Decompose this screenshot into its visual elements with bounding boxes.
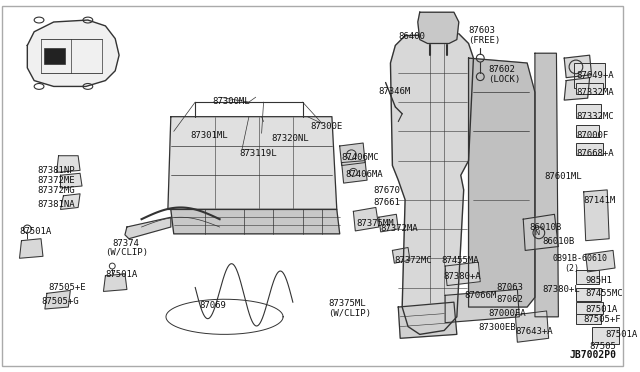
- Polygon shape: [340, 143, 365, 166]
- Text: 87668+A: 87668+A: [576, 149, 614, 158]
- Text: 87372ME: 87372ME: [37, 176, 75, 185]
- Text: (FREE): (FREE): [468, 36, 501, 45]
- Text: 87332MA: 87332MA: [576, 89, 614, 97]
- Text: 87372MA: 87372MA: [381, 224, 419, 233]
- Text: 87063: 87063: [496, 283, 523, 292]
- Bar: [576, 314, 602, 324]
- Text: 87141M: 87141M: [584, 196, 616, 205]
- Text: 87406MC: 87406MC: [342, 153, 380, 162]
- Text: 86010B: 86010B: [529, 223, 561, 232]
- Text: 87066M: 87066M: [465, 291, 497, 301]
- Text: 86010B: 86010B: [543, 237, 575, 246]
- Text: 985H1: 985H1: [586, 276, 612, 285]
- Text: 87406MA: 87406MA: [346, 170, 383, 179]
- Text: 87603: 87603: [468, 26, 495, 35]
- Text: (W/CLIP): (W/CLIP): [106, 248, 148, 257]
- Text: 87501A: 87501A: [586, 305, 618, 314]
- Text: 87661: 87661: [373, 198, 400, 207]
- Text: 87300EB: 87300EB: [478, 323, 516, 332]
- Polygon shape: [564, 55, 591, 78]
- Text: 87000F: 87000F: [576, 131, 608, 140]
- Polygon shape: [584, 190, 609, 241]
- Text: 87374: 87374: [112, 239, 139, 248]
- Bar: [576, 270, 600, 283]
- Polygon shape: [353, 208, 379, 231]
- Text: 87505+G: 87505+G: [41, 297, 79, 306]
- Text: 87346M: 87346M: [379, 87, 411, 96]
- Polygon shape: [515, 311, 548, 342]
- Text: 87380+A: 87380+A: [443, 272, 481, 281]
- Polygon shape: [390, 34, 474, 334]
- Text: 87375MM: 87375MM: [356, 219, 394, 228]
- Text: 87300ML: 87300ML: [213, 97, 250, 106]
- Polygon shape: [392, 247, 410, 263]
- Polygon shape: [535, 53, 558, 317]
- Text: 87602: 87602: [488, 65, 515, 74]
- Bar: [576, 104, 602, 118]
- Polygon shape: [445, 289, 519, 323]
- Text: 87670: 87670: [373, 186, 400, 195]
- Text: (2): (2): [564, 264, 579, 273]
- Polygon shape: [20, 239, 43, 258]
- Text: 873119L: 873119L: [239, 149, 276, 158]
- Text: 87505: 87505: [589, 342, 616, 351]
- Text: 87000FA: 87000FA: [488, 309, 525, 318]
- Polygon shape: [171, 209, 340, 234]
- Bar: [44, 48, 65, 64]
- Bar: [576, 302, 604, 314]
- Bar: [574, 63, 605, 89]
- Polygon shape: [125, 217, 171, 239]
- Text: 87372MG: 87372MG: [37, 186, 75, 195]
- Text: N: N: [534, 230, 540, 236]
- Text: 87649+A: 87649+A: [576, 71, 614, 80]
- Bar: [576, 143, 604, 155]
- Text: 87505+F: 87505+F: [584, 315, 621, 324]
- Polygon shape: [586, 250, 615, 272]
- Text: 87069: 87069: [199, 301, 226, 310]
- Polygon shape: [418, 12, 459, 44]
- Text: (W/CLIP): (W/CLIP): [328, 309, 371, 318]
- Polygon shape: [104, 274, 127, 291]
- Text: JB7002P0: JB7002P0: [570, 350, 617, 360]
- Text: 87372MC: 87372MC: [394, 256, 432, 265]
- Bar: [576, 288, 602, 301]
- Text: 87601ML: 87601ML: [545, 172, 582, 181]
- Text: 87380+L: 87380+L: [543, 285, 580, 294]
- Bar: [591, 327, 619, 344]
- Bar: [576, 83, 604, 94]
- Text: 87501A: 87501A: [20, 227, 52, 236]
- Polygon shape: [168, 117, 337, 209]
- Text: 87375ML: 87375ML: [328, 299, 365, 308]
- Text: 87455MC: 87455MC: [586, 289, 623, 298]
- Text: 87301ML: 87301ML: [190, 131, 228, 140]
- Polygon shape: [45, 291, 70, 309]
- Polygon shape: [342, 161, 367, 183]
- Polygon shape: [398, 302, 457, 338]
- Polygon shape: [468, 58, 535, 307]
- Polygon shape: [564, 78, 589, 100]
- Polygon shape: [445, 262, 480, 286]
- Text: 87643+A: 87643+A: [515, 327, 553, 336]
- Text: 87455MA: 87455MA: [441, 256, 479, 265]
- Text: 87501A: 87501A: [605, 330, 637, 340]
- Text: 87320NL: 87320NL: [271, 134, 309, 143]
- Text: 86400: 86400: [398, 32, 425, 41]
- Polygon shape: [61, 173, 82, 188]
- Text: 87062: 87062: [496, 295, 523, 304]
- Text: 87505+E: 87505+E: [49, 283, 86, 292]
- Text: 87300E: 87300E: [310, 122, 342, 131]
- Text: 87501A: 87501A: [106, 270, 138, 279]
- Polygon shape: [56, 156, 80, 172]
- Text: 87381NA: 87381NA: [37, 200, 75, 209]
- Text: 0B91B-60610: 0B91B-60610: [552, 254, 607, 263]
- Polygon shape: [28, 20, 119, 86]
- Polygon shape: [379, 214, 398, 232]
- Polygon shape: [524, 214, 558, 250]
- Polygon shape: [61, 194, 80, 209]
- Text: 87332MC: 87332MC: [576, 112, 614, 121]
- Bar: [576, 125, 600, 137]
- Text: 87381NP: 87381NP: [37, 167, 75, 176]
- Text: (LOCK): (LOCK): [488, 75, 520, 84]
